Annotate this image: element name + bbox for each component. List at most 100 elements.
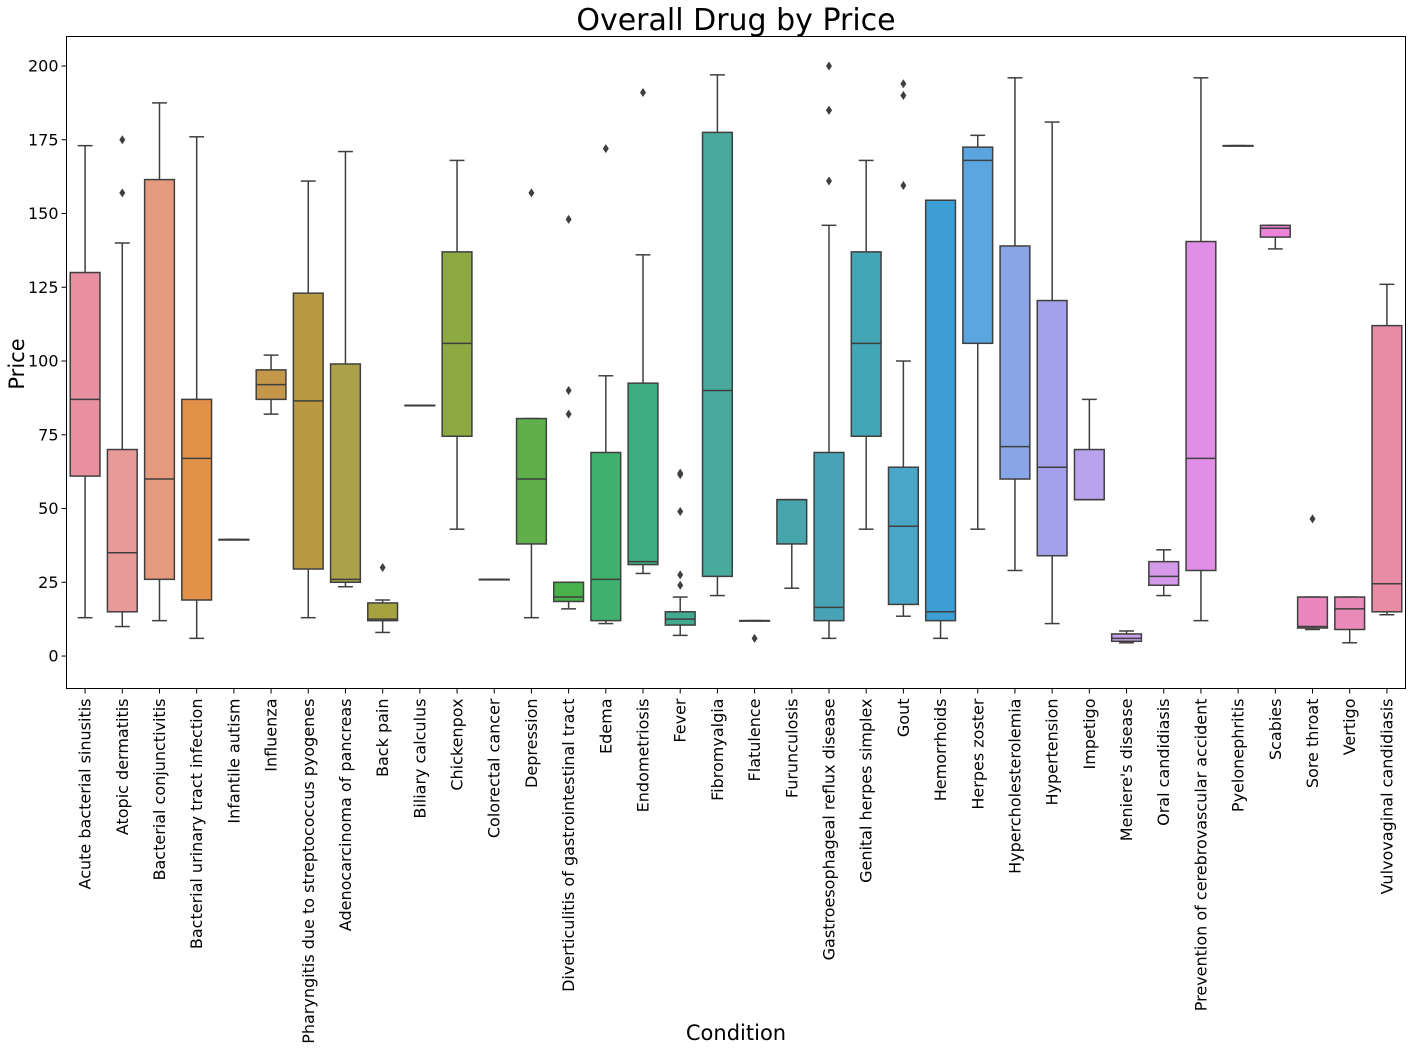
x-tick-label: Prevention of cerebrovascular accident xyxy=(1191,699,1210,1012)
outlier-point xyxy=(602,144,609,154)
x-tick-label: Influenza xyxy=(262,699,281,772)
outlier-point xyxy=(1309,514,1316,524)
plot-frame xyxy=(66,36,1406,689)
outlier-point xyxy=(677,506,684,516)
plot-area xyxy=(69,61,1403,644)
box-group xyxy=(181,136,213,640)
box-group xyxy=(1222,144,1254,147)
x-tick-label: Impetigo xyxy=(1080,699,1099,770)
x-tick-label: Hypercholesterolemia xyxy=(1005,699,1024,874)
x-tick-label: Vertigo xyxy=(1340,699,1359,756)
box-group xyxy=(367,563,399,634)
box xyxy=(1259,224,1291,238)
x-tick-label: Genital herpes simplex xyxy=(857,699,876,883)
box-group xyxy=(887,79,920,617)
box xyxy=(143,178,176,581)
box xyxy=(106,448,138,613)
x-tick-label: Atopic dermatitis xyxy=(113,699,132,836)
box xyxy=(627,382,659,566)
box-group xyxy=(106,135,138,628)
box-group xyxy=(590,144,622,625)
x-tick-label: Infantile autism xyxy=(224,699,243,824)
x-axis: Acute bacterial sinusitis Atopic dermatit… xyxy=(76,688,1396,1044)
box xyxy=(1296,596,1329,629)
box-group xyxy=(69,144,101,619)
outlier-point xyxy=(825,61,832,71)
box xyxy=(813,451,845,622)
x-tick-label: Acute bacterial sinusitis xyxy=(76,699,95,890)
x-tick-label: Scabies xyxy=(1266,699,1285,761)
y-tick-label: 25 xyxy=(38,573,58,592)
box-group xyxy=(1185,77,1217,622)
box xyxy=(1371,324,1403,613)
x-tick-label: Chickenpox xyxy=(448,699,467,791)
x-tick-label: Pyelonephritis xyxy=(1229,699,1248,813)
box-group xyxy=(1148,549,1180,597)
x-tick-label: Fibromyalgia xyxy=(708,699,727,801)
outlier-point xyxy=(119,188,126,198)
y-tick-label: 100 xyxy=(28,352,59,371)
y-axis: 0 25 50 75 100 125 150 175 200 xyxy=(28,57,67,666)
outlier-point xyxy=(379,563,386,573)
box xyxy=(962,146,994,345)
x-tick-label: Furunculosis xyxy=(782,699,801,799)
box-group xyxy=(999,77,1031,572)
box-group xyxy=(1296,514,1329,631)
box xyxy=(701,131,734,578)
box-group xyxy=(1371,283,1403,616)
box-group xyxy=(441,159,473,530)
x-tick-label: Flatulence xyxy=(745,699,764,782)
x-tick-label: Edema xyxy=(596,699,615,755)
box-group xyxy=(404,404,436,407)
outlier-point xyxy=(677,468,684,478)
x-tick-label: Back pain xyxy=(373,699,392,777)
box-group xyxy=(1036,121,1068,625)
box xyxy=(1036,299,1068,557)
box-group xyxy=(552,214,585,610)
outlier-point xyxy=(565,214,572,224)
box-group xyxy=(1334,596,1366,644)
box-group xyxy=(1073,398,1105,501)
x-tick-label: Endometriosis xyxy=(634,699,653,813)
box-group xyxy=(1259,224,1291,250)
outlier-point xyxy=(825,176,832,186)
box xyxy=(1148,560,1180,586)
x-tick-label: Bacterial urinary tract infection xyxy=(187,699,206,950)
box xyxy=(999,245,1031,480)
box xyxy=(887,466,920,606)
outlier-point xyxy=(677,580,684,590)
outlier-point xyxy=(119,135,126,145)
box-group xyxy=(218,538,250,541)
y-tick-label: 175 xyxy=(28,130,59,149)
box-group xyxy=(850,159,882,530)
box-group xyxy=(962,134,994,530)
x-tick-label: Pharyngitis due to streptococcus pyogene… xyxy=(299,699,318,1044)
y-tick-label: 150 xyxy=(28,204,59,223)
outlier-point xyxy=(751,633,758,643)
x-tick-label: Diverticulitis of gastrointestinal tract xyxy=(559,699,578,992)
x-tick-label: Fever xyxy=(671,698,690,742)
x-tick-label: Adenocarcinoma of pancreas xyxy=(336,699,355,932)
box-group xyxy=(329,150,362,588)
x-tick-label: Bacterial conjunctivitis xyxy=(150,699,169,881)
box-group xyxy=(292,180,324,619)
outlier-point xyxy=(900,79,907,89)
y-tick-label: 200 xyxy=(28,57,59,76)
x-tick-label: Hemorrhoids xyxy=(931,699,950,802)
x-tick-label: Herpes zoster xyxy=(968,698,987,810)
box-group xyxy=(255,354,287,415)
outlier-point xyxy=(677,570,684,580)
box xyxy=(1185,240,1217,572)
box xyxy=(69,271,101,477)
chart-title: Overall Drug by Price xyxy=(576,3,895,38)
y-tick-label: 125 xyxy=(28,278,59,297)
x-tick-label: Biliary calculus xyxy=(410,699,429,819)
outlier-point xyxy=(825,105,832,115)
box xyxy=(329,363,362,584)
x-tick-label: Oral candidiasis xyxy=(1154,699,1173,826)
box-group xyxy=(478,578,510,581)
box xyxy=(515,417,548,545)
box-group xyxy=(813,61,845,640)
x-axis-label: Condition xyxy=(686,1021,786,1045)
x-tick-label: Sore throat xyxy=(1303,699,1322,789)
